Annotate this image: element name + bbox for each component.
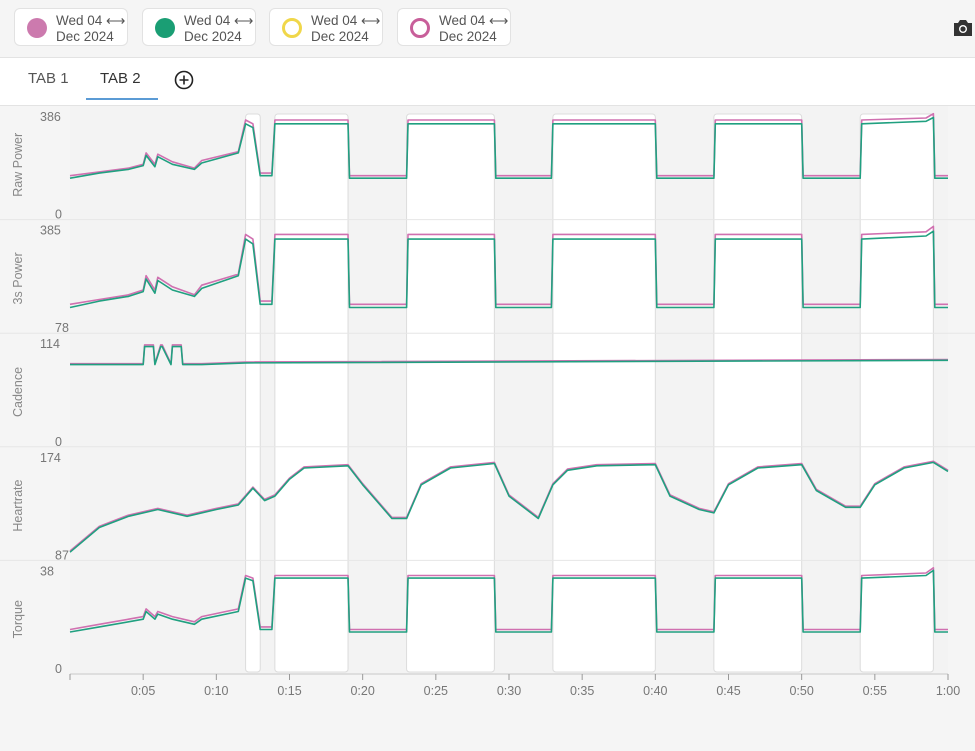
legend-date-1: Wed 04 [56, 13, 103, 28]
highlight-interval [274, 113, 349, 673]
series-line [69, 567, 948, 631]
x-tick-label: 0:50 [789, 684, 813, 698]
highlight-interval [552, 113, 656, 673]
y-tick-max: 114 [40, 337, 60, 351]
y-tick-max: 38 [40, 564, 54, 578]
legend-year-4: Dec 2024 [439, 29, 497, 44]
legend-range-arrow-1: ⟷ [106, 13, 126, 28]
legend-swatch-2 [155, 18, 175, 38]
x-tick-label: 1:00 [936, 684, 960, 698]
x-tick-label: 0:05 [131, 684, 155, 698]
legend-chip-2[interactable]: Wed 04 ⟷ Dec 2024 [142, 8, 256, 46]
highlight-interval [713, 113, 803, 673]
circle-plus-icon[interactable] [174, 70, 194, 90]
series-line [69, 569, 948, 633]
x-tick-label: 0:55 [863, 684, 887, 698]
y-tick-max: 385 [40, 224, 61, 238]
legend-chip-4[interactable]: Wed 04 ⟷ Dec 2024 [397, 8, 511, 46]
y-tick-min: 0 [55, 208, 62, 222]
series-line [69, 225, 948, 306]
y-tick-min: 0 [55, 435, 62, 449]
plot-background [70, 106, 948, 674]
y-tick-min: 78 [55, 321, 69, 335]
camera-icon[interactable] [951, 16, 975, 40]
y-axis-label: Heartrate [11, 480, 25, 532]
series-line [69, 116, 948, 179]
y-tick-max: 174 [40, 451, 61, 465]
legend-range-arrow-4: ⟷ [489, 13, 509, 28]
x-tick-label: 0:10 [204, 684, 228, 698]
x-tick-label: 0:40 [643, 684, 667, 698]
highlight-interval [406, 113, 495, 673]
x-tick-label: 0:35 [570, 684, 594, 698]
legend-date-2: Wed 04 [184, 13, 231, 28]
legend-year-1: Dec 2024 [56, 29, 114, 44]
x-tick-label: 0:30 [497, 684, 521, 698]
x-tick-label: 0:25 [424, 684, 448, 698]
legend-date-3: Wed 04 [311, 13, 358, 28]
y-tick-max: 386 [40, 110, 61, 124]
series-line [69, 112, 948, 177]
tab-2[interactable]: TAB 2 [100, 70, 141, 87]
legend-range-arrow-3: ⟷ [361, 13, 381, 28]
series-line [70, 345, 949, 366]
x-tick-label: 0:45 [716, 684, 740, 698]
legend-swatch-1 [27, 18, 47, 38]
active-tab-indicator [86, 98, 158, 100]
tab-bar: TAB 1 TAB 2 [0, 57, 975, 106]
x-tick-label: 0:20 [350, 684, 374, 698]
legend-range-arrow-2: ⟷ [234, 13, 254, 28]
y-axis-label: Torque [11, 600, 25, 638]
highlight-interval [859, 113, 934, 673]
legend-date-4: Wed 04 [439, 13, 486, 28]
y-axis-label: 3s Power [11, 252, 25, 304]
y-axis-label: Raw Power [11, 133, 25, 197]
chart-area: 386 0 Raw Power 385 78 3s Power 114 0 Cadence 174… [0, 106, 975, 698]
highlight-interval [245, 113, 261, 673]
series-line [69, 230, 948, 309]
legend-swatch-3 [282, 18, 302, 38]
legend-year-3: Dec 2024 [311, 29, 369, 44]
legend-chip-3[interactable]: Wed 04 ⟷ Dec 2024 [269, 8, 383, 46]
y-axis-label: Cadence [11, 367, 25, 417]
legend-bar: Wed 04 ⟷ Dec 2024 Wed 04 ⟷ Dec 2024 Wed … [0, 0, 975, 56]
series-line [69, 461, 949, 553]
x-tick-label: 0:15 [277, 684, 301, 698]
legend-year-2: Dec 2024 [184, 29, 242, 44]
tab-1[interactable]: TAB 1 [28, 70, 69, 87]
legend-chip-1[interactable]: Wed 04 ⟷ Dec 2024 [14, 8, 128, 46]
legend-swatch-4 [410, 18, 430, 38]
y-tick-min: 0 [55, 662, 62, 676]
y-tick-min: 87 [55, 548, 69, 562]
